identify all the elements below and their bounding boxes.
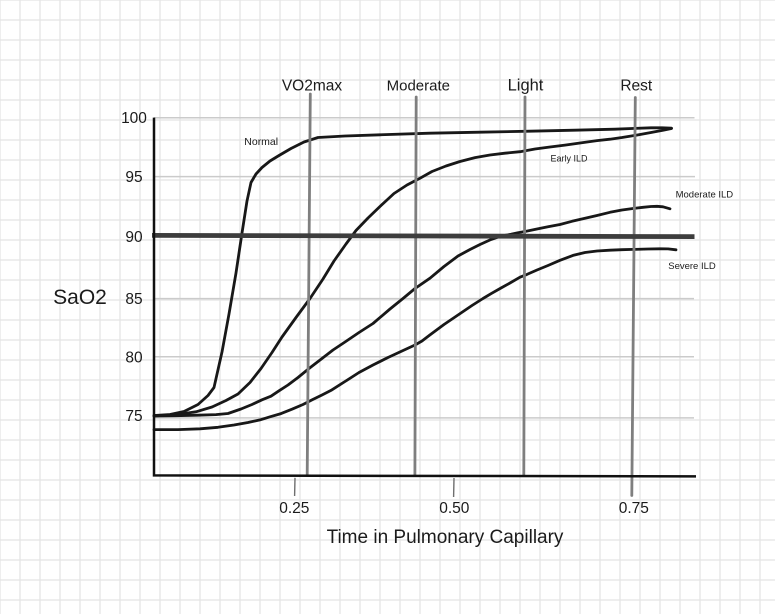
svg-text:0.50: 0.50 bbox=[439, 500, 470, 517]
svg-text:SaO2: SaO2 bbox=[53, 286, 107, 309]
svg-text:75: 75 bbox=[125, 408, 142, 425]
svg-text:80: 80 bbox=[125, 349, 143, 366]
svg-text:VO2max: VO2max bbox=[282, 78, 343, 95]
svg-text:100: 100 bbox=[121, 110, 147, 127]
svg-text:Light: Light bbox=[508, 77, 544, 95]
svg-text:Moderate: Moderate bbox=[387, 78, 450, 95]
svg-text:Normal: Normal bbox=[244, 136, 278, 148]
svg-text:Rest: Rest bbox=[620, 78, 653, 95]
svg-text:95: 95 bbox=[125, 169, 142, 186]
svg-text:90: 90 bbox=[125, 229, 143, 246]
svg-text:85: 85 bbox=[125, 291, 142, 308]
svg-text:Moderate ILD: Moderate ILD bbox=[676, 190, 734, 201]
svg-text:Severe ILD: Severe ILD bbox=[668, 261, 716, 272]
svg-text:Early ILD: Early ILD bbox=[550, 154, 588, 164]
svg-text:0.25: 0.25 bbox=[279, 500, 309, 517]
svg-text:Time in Pulmonary Capillary: Time in Pulmonary Capillary bbox=[327, 527, 564, 548]
svg-text:0.75: 0.75 bbox=[619, 500, 649, 517]
